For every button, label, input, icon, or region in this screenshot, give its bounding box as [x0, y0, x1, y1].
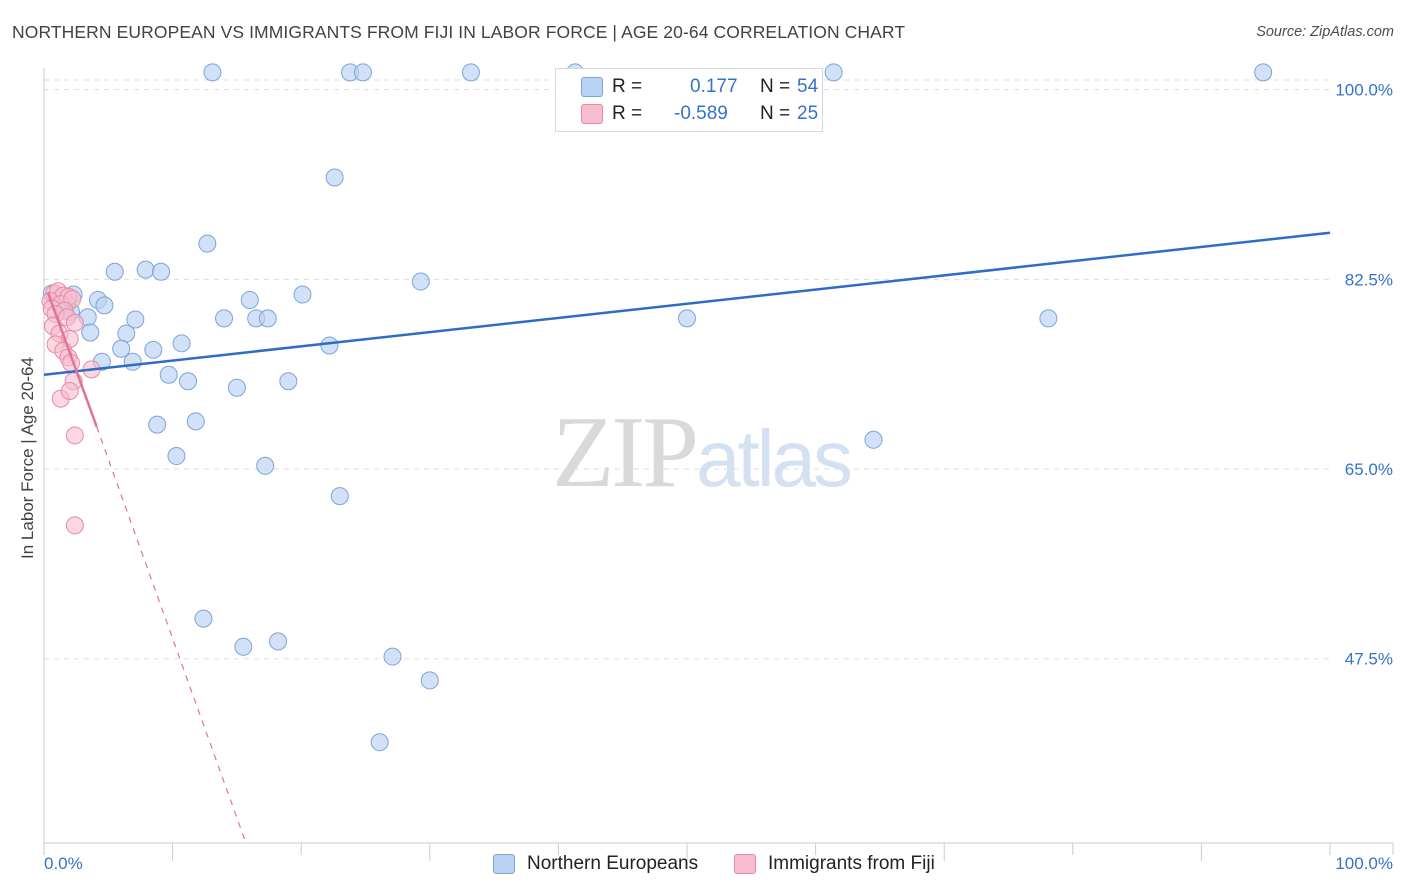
data-point-northern-europeans [269, 632, 288, 651]
data-point-fiji [60, 382, 79, 401]
data-point-northern-europeans [159, 365, 178, 384]
legend-n-value: 54 [797, 76, 819, 97]
data-point-northern-europeans [320, 336, 339, 355]
legend-r-value: -0.589 [674, 103, 728, 124]
source-label: Source: ZipAtlas.com [1256, 24, 1394, 40]
data-point-northern-europeans [81, 323, 100, 342]
data-point-northern-europeans [1254, 63, 1273, 82]
grid-lines [44, 79, 1330, 660]
data-point-northern-europeans [186, 412, 205, 431]
data-point-northern-europeans [227, 378, 246, 397]
y-tick-label: 47.5% [1345, 650, 1393, 669]
data-point-northern-europeans [194, 609, 213, 628]
data-point-northern-europeans [179, 372, 198, 391]
data-point-northern-europeans [370, 733, 389, 752]
bottom-legend-swatch-pink [734, 854, 756, 874]
data-point-northern-europeans [279, 372, 298, 391]
data-point-northern-europeans [105, 262, 124, 281]
y-axis-label: In Labor Force | Age 20-64 [18, 357, 37, 559]
trend-lines [43, 231, 1331, 844]
data-point-northern-europeans [353, 63, 372, 82]
bottom-legend-label: Immigrants from Fiji [768, 853, 935, 874]
data-point-northern-europeans [112, 339, 131, 358]
correlation-legend: R = 0.177 N = 54 R = -0.589 N = 25 [555, 68, 823, 132]
trend-line-northern-europeans [43, 231, 1331, 376]
bottom-legend-northern-europeans: Northern Europeans [493, 851, 698, 877]
tick-labels: 100.0% 82.5% 65.0% 47.5% 0.0% 100.0% [44, 81, 1393, 873]
legend-swatch-pink [581, 104, 603, 124]
data-point-northern-europeans [293, 285, 312, 304]
chart-title: NORTHERN EUROPEAN VS IMMIGRANTS FROM FIJ… [12, 22, 906, 42]
data-point-northern-europeans [383, 647, 402, 666]
legend-swatch-blue [581, 77, 603, 97]
axes [43, 68, 1394, 861]
data-point-northern-europeans [148, 415, 167, 434]
data-point-northern-europeans [240, 290, 259, 309]
data-point-northern-europeans [144, 340, 163, 359]
data-point-northern-europeans [172, 334, 191, 353]
data-point-northern-europeans [678, 309, 696, 328]
data-point-northern-europeans [152, 262, 171, 281]
bottom-legend-label: Northern Europeans [527, 853, 699, 874]
data-point-northern-europeans [123, 352, 142, 371]
x-tick-label-min: 0.0% [44, 854, 83, 873]
data-point-northern-europeans [824, 63, 843, 82]
data-point-fiji [65, 516, 84, 535]
data-point-northern-europeans [203, 63, 222, 82]
data-point-northern-europeans [167, 447, 186, 466]
x-tick-label-max: 100.0% [1335, 854, 1393, 873]
data-point-northern-europeans [864, 430, 883, 449]
legend-r-value: 0.177 [690, 76, 738, 97]
bottom-legend-fiji: Immigrants from Fiji [734, 851, 935, 877]
data-point-northern-europeans [234, 637, 253, 656]
data-point-northern-europeans [215, 309, 234, 328]
y-tick-label: 65.0% [1345, 460, 1393, 479]
zipatlas-watermark: ZIPatlas [552, 400, 853, 504]
data-point-northern-europeans [258, 309, 277, 328]
data-point-northern-europeans [117, 324, 136, 343]
watermark-zip: ZIP [552, 396, 699, 509]
legend-n-label: N = [760, 103, 791, 124]
data-point-northern-europeans [461, 63, 480, 82]
trend-line-fiji [46, 291, 98, 428]
legend-n-label: N = [760, 76, 791, 97]
data-point-northern-europeans [330, 487, 349, 506]
data-point-northern-europeans [1039, 309, 1058, 328]
data-point-northern-europeans [198, 234, 217, 253]
y-tick-label: 100.0% [1335, 81, 1393, 100]
trend-line-fiji-extension [96, 426, 247, 844]
data-point-northern-europeans [325, 168, 344, 187]
data-point-northern-europeans [95, 296, 114, 315]
legend-n-value: 25 [797, 103, 819, 124]
data-point-fiji [65, 313, 84, 332]
watermark-atlas: atlas [696, 414, 853, 503]
legend-r-label: R = [612, 76, 643, 97]
data-point-northern-europeans [256, 456, 275, 475]
y-tick-label: 82.5% [1345, 270, 1393, 289]
northern-europeans-points [42, 63, 1273, 752]
data-point-northern-europeans [126, 310, 145, 329]
fiji-points [41, 282, 101, 535]
bottom-legend-swatch-blue [493, 854, 515, 874]
data-point-fiji [65, 426, 84, 445]
data-point-northern-europeans [136, 260, 155, 279]
data-point-northern-europeans [420, 671, 439, 690]
data-point-northern-europeans [411, 272, 430, 291]
legend-r-label: R = [612, 103, 643, 124]
